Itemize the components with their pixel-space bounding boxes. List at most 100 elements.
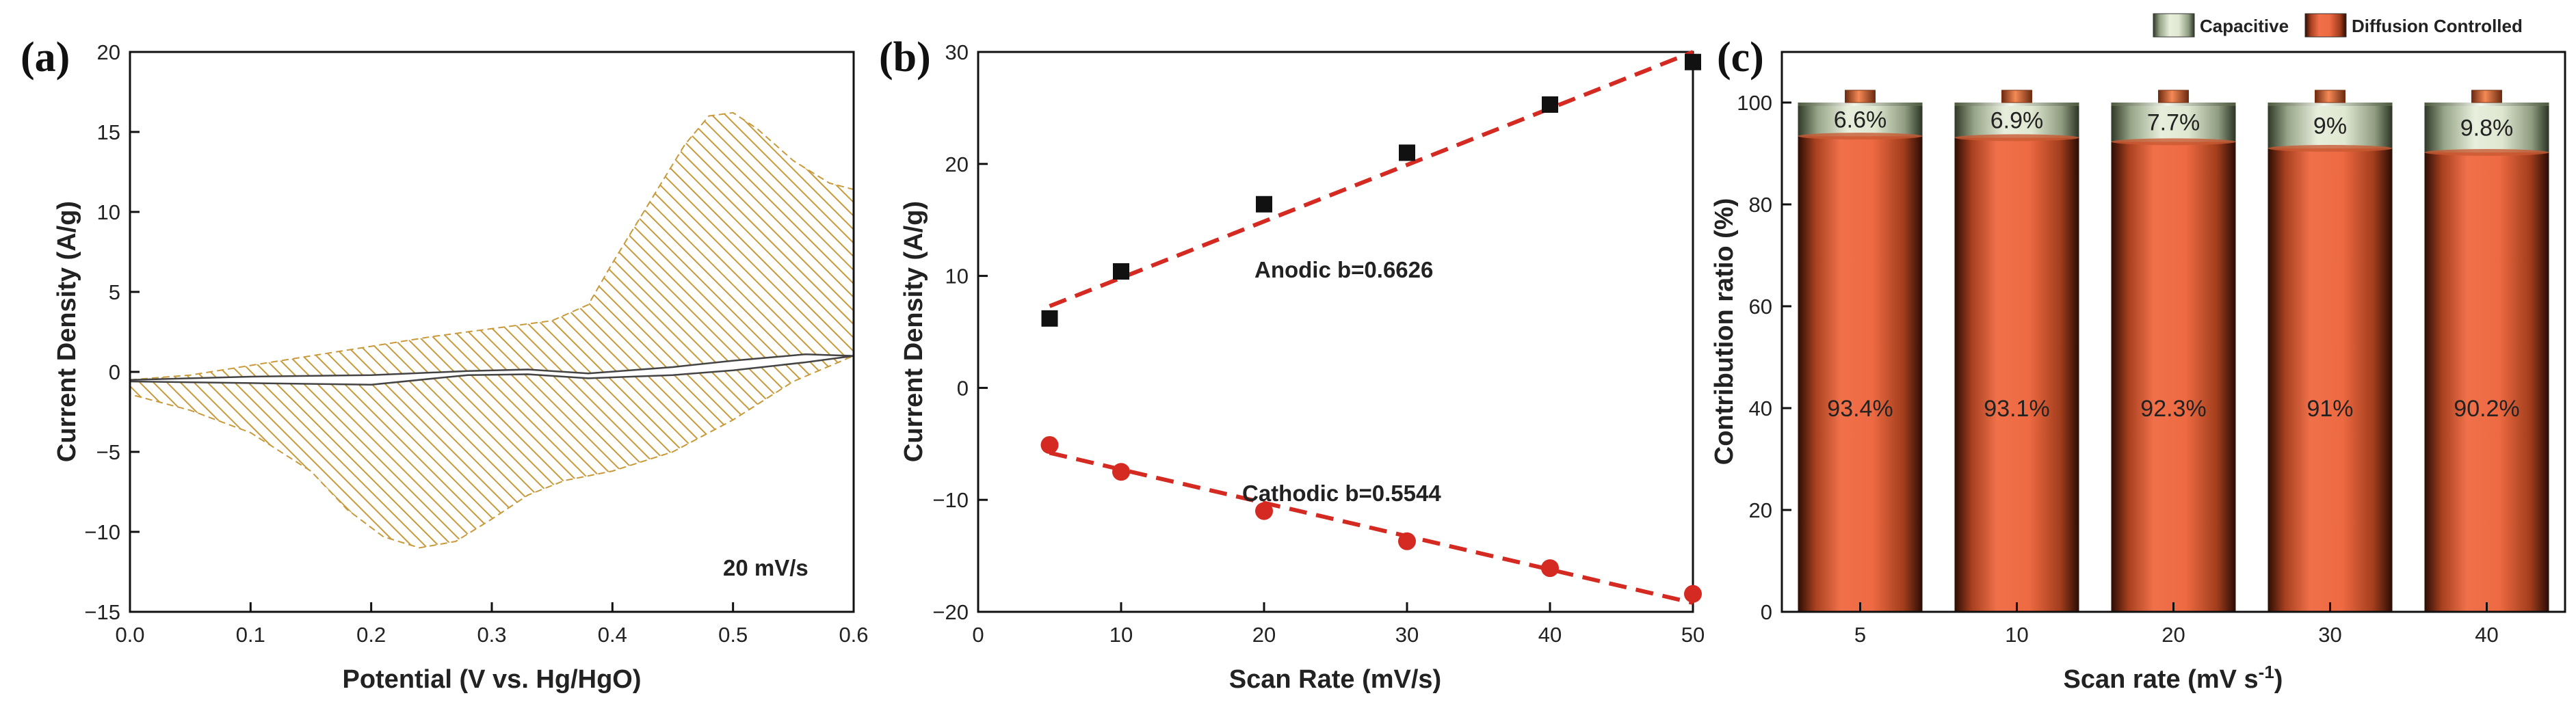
b-xtick-label: 50 [1681,623,1705,647]
a-ytick-label: −15 [84,600,120,624]
a-xtick-label: 0.4 [598,623,627,647]
anodic-point [1041,310,1058,327]
diffusion-value-label: 91% [2306,396,2353,422]
a-xtick-label: 0.1 [236,623,265,647]
c-xtick-label: 10 [2005,623,2028,647]
a-xtick-label: 0.0 [115,623,144,647]
panel-c-ticks: 0 20 40 60 80 100 [1737,91,1791,624]
c-xtick-label: 5 [1854,623,1866,647]
capacitive-bar [1798,103,1923,137]
capacitive-bar [2268,103,2393,149]
battery-cap [1845,90,1876,103]
c-ytick-label: 0 [1761,600,1772,624]
panel-c-bars: 5 93.4% 6.6% 10 93.1% 6.9% 20 92.3% 7.7% 30 91% 9% 4… [1798,90,2549,647]
a-ytick-label: −10 [84,520,120,544]
panel-b-label: (b) [879,34,931,81]
a-xtick-label: 0.6 [839,623,868,647]
panel-a-plot-area [129,111,854,549]
b-xtick-label: 20 [1252,623,1276,647]
cathodic-point [1112,463,1130,481]
a-ytick-label: 20 [97,40,120,64]
a-ytick-label: 10 [97,200,120,224]
panel-c-label: (c) [1717,34,1764,81]
cathodic-point [1040,435,1059,454]
b-xtick-label: 30 [1395,623,1419,647]
panel-a-ticks: 0.0 0.1 0.2 0.3 0.4 0.5 0.6 −15 −10 −5 0 5 10 15 20 [84,40,868,647]
b-xtick-label: 0 [972,623,984,647]
panel-b-plot-area [1040,50,1702,605]
panel-c-xlabel: Scan rate (mV s-1) [2064,662,2283,694]
panel-b-ticks: 0 10 20 30 40 50 −20 −10 0 10 20 30 [932,40,1705,647]
segment-boundary [2424,149,2549,157]
bar-top-rim [1954,103,2079,106]
b-xtick-label: 40 [1538,623,1562,647]
b-xtick-label: 10 [1109,623,1133,647]
segment-boundary [1798,133,1923,140]
cathodic-fit-line [1049,450,1694,605]
legend-label-diffusion: Diffusion Controlled [2352,16,2523,36]
legend-label-capacitive: Capacitive [2200,16,2289,36]
c-xtick-label: 30 [2318,623,2341,647]
battery-cap [2001,90,2032,103]
cathodic-point [1684,584,1702,603]
panel-a: 0.0 0.1 0.2 0.3 0.4 0.5 0.6 −15 −10 −5 0 5 10 15 20 (a… [21,34,869,694]
b-ytick-label: −10 [932,488,969,512]
panel-c-xlabel-end: ) [2274,665,2283,694]
diffusion-bar [1954,137,2079,612]
panel-b: 0 10 20 30 40 50 −20 −10 0 10 20 30 (b) Anodic b=0.… [879,34,1705,694]
b-ytick-label: 20 [945,152,969,176]
a-ytick-label: 5 [109,280,120,304]
c-ytick-label: 20 [1749,498,1772,522]
c-xtick-label: 40 [2475,623,2498,647]
panel-a-ylabel: Current Density (A/g) [53,201,81,462]
panel-c-frame [1780,51,2566,613]
legend-swatch-diffusion [2304,13,2347,38]
anodic-point [1542,96,1558,113]
a-xtick-label: 0.5 [718,623,748,647]
bar-top-rim [1798,103,1923,106]
anodic-fit-line [1049,50,1694,308]
diffusion-bar [2424,152,2549,612]
battery-cap [2158,90,2189,103]
a-ytick-label: 0 [109,360,120,384]
anodic-point [1256,196,1272,213]
cathodic-point [1398,532,1416,550]
anodic-point [1685,53,1701,70]
diffusion-bar [2111,142,2236,613]
capacitive-value-label: 7.7% [2147,110,2200,136]
a-xtick-label: 0.3 [477,623,506,647]
panel-a-annotation: 20 mV/s [723,555,809,580]
panel-c-xlabel-main: Scan rate (mV s [2064,665,2259,694]
diffusion-value-label: 93.4% [1827,396,1893,422]
capacitive-bar [2111,103,2236,142]
diffusion-value-label: 93.1% [1984,396,2049,422]
panel-c-xlabel-sup: -1 [2259,662,2274,682]
cathodic-point [1541,559,1559,578]
c-ytick-label: 60 [1749,295,1772,319]
panel-c: 5 93.4% 6.6% 10 93.1% 6.9% 20 92.3% 7.7% 30 91% 9% 4… [1710,13,2566,694]
diffusion-bar [2268,148,2393,613]
cv-capacitive-area [129,353,854,386]
panel-c-legend: Capacitive Diffusion Controlled [2153,13,2523,38]
capacitive-bar [1954,103,2079,138]
anodic-fit-label: Anodic b=0.6626 [1254,257,1433,282]
b-ytick-label: −20 [932,600,969,624]
capacitive-value-label: 6.6% [1834,107,1887,133]
b-ytick-label: 10 [945,265,969,288]
bar-top-rim [2424,103,2549,106]
panel-a-xlabel: Potential (V vs. Hg/HgO) [342,665,641,694]
c-ytick-label: 40 [1749,396,1772,420]
battery-cap [2315,90,2345,103]
segment-boundary [1954,134,2079,142]
bar-top-rim [2111,103,2236,106]
segment-boundary [2111,138,2236,146]
diffusion-bar [1798,136,1923,613]
panel-b-frame [977,51,1694,613]
a-ytick-label: 15 [97,120,120,144]
capacitive-bar [2424,103,2549,153]
b-ytick-label: 0 [957,376,969,400]
a-ytick-label: −5 [96,440,120,464]
diffusion-value-label: 90.2% [2454,396,2519,422]
cv-total-area [129,111,854,549]
